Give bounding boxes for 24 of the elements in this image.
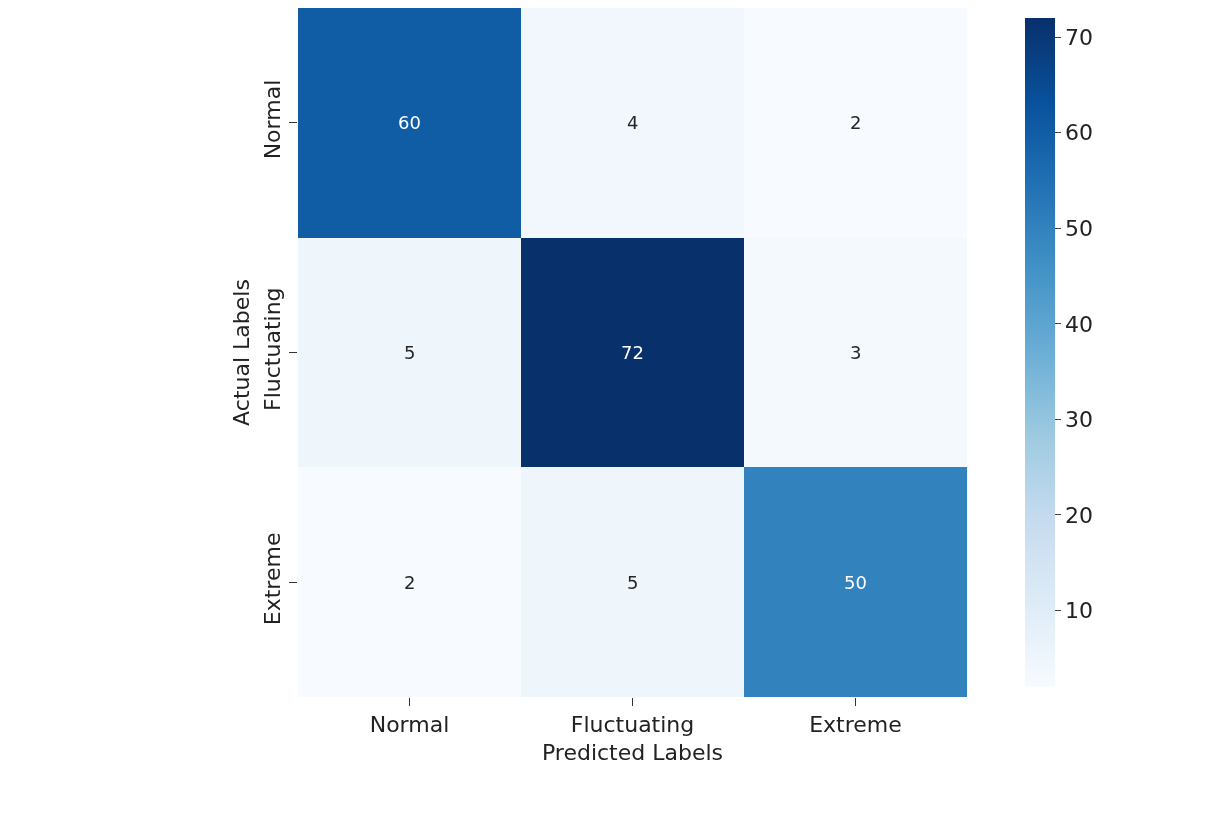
y-tick-label: Normal — [260, 79, 286, 160]
x-tick-label: Fluctuating — [570, 712, 695, 738]
color-bar-label: 40 — [1064, 311, 1093, 337]
data-label: 5 — [627, 572, 639, 593]
color-bar-label: 60 — [1064, 120, 1093, 146]
data-label: 72 — [621, 342, 644, 363]
color-bar-label: 20 — [1064, 502, 1093, 528]
data-label: 50 — [844, 572, 867, 593]
color-bar-label: 10 — [1064, 598, 1093, 624]
color-bar-label: 50 — [1064, 215, 1093, 241]
x-tick-label: Extreme — [809, 712, 902, 738]
data-label: 3 — [850, 342, 862, 363]
x-tick-label: Normal — [369, 712, 450, 738]
y-tick-label: Fluctuating — [260, 287, 286, 411]
data-label: 5 — [404, 342, 416, 363]
data-label: 4 — [627, 112, 639, 133]
data-label: 2 — [404, 572, 416, 593]
color-bar-label: 30 — [1064, 407, 1093, 433]
color-bar-label: 70 — [1064, 24, 1093, 50]
x-axis-title: Predicted Labels — [541, 740, 724, 766]
y-tick-label: Extreme — [260, 532, 286, 626]
data-label: 60 — [398, 112, 421, 133]
y-axis-title: Actual Labels — [229, 279, 254, 426]
data-label: 2 — [850, 112, 862, 133]
